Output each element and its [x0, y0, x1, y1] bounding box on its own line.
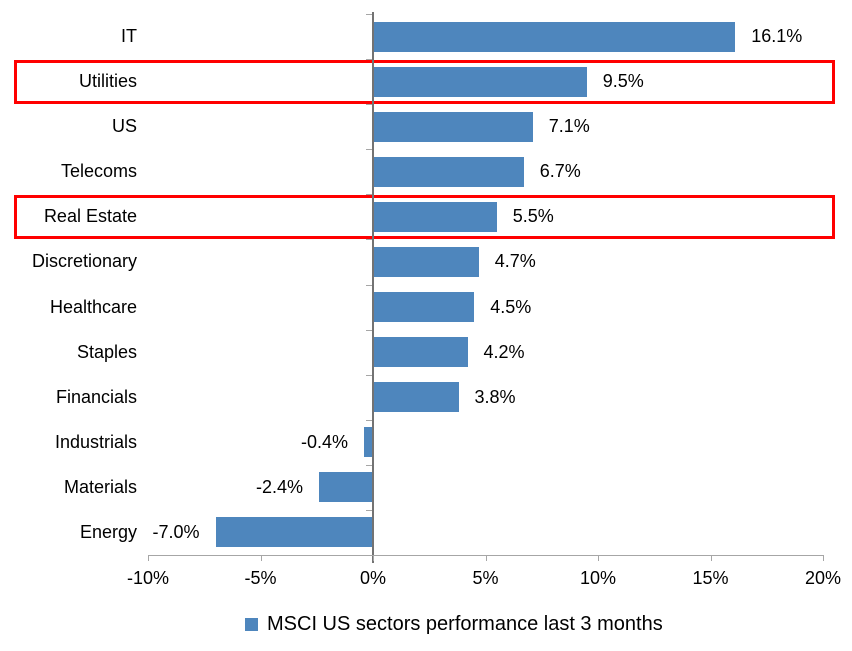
x-axis-tick	[373, 555, 374, 561]
x-tick-label: 0%	[359, 568, 387, 588]
category-tick	[366, 510, 373, 511]
x-axis-tick	[598, 555, 599, 561]
value-label: 5.5%	[512, 206, 554, 227]
x-tick-label: 20%	[804, 568, 842, 588]
category-tick	[366, 239, 373, 240]
legend-swatch-icon	[245, 617, 258, 631]
category-label: IT	[121, 26, 137, 46]
category-tick	[366, 420, 373, 421]
category-tick	[366, 330, 373, 331]
category-label: Healthcare	[49, 296, 137, 317]
bar	[373, 246, 479, 277]
category-label: Utilities	[78, 71, 137, 92]
value-label: 16.1%	[751, 26, 803, 46]
highlight-box	[14, 195, 835, 240]
bar	[373, 201, 497, 232]
x-tick-label: 5%	[472, 568, 499, 588]
value-label: 4.2%	[483, 341, 525, 362]
x-tick-label: 10%	[579, 568, 617, 588]
bar	[373, 66, 587, 97]
legend-label: MSCI US sectors performance last 3 month…	[267, 612, 663, 635]
bar	[215, 517, 373, 548]
x-axis-tick	[823, 555, 824, 561]
category-label: Real Estate	[43, 206, 137, 227]
value-label: 4.5%	[490, 296, 532, 317]
bar	[373, 21, 736, 52]
category-tick	[366, 465, 373, 466]
x-tick-label: -10%	[126, 568, 170, 588]
value-label: 6.7%	[539, 161, 581, 182]
bar	[373, 337, 468, 368]
category-label: Industrials	[54, 431, 137, 452]
category-tick	[366, 149, 373, 150]
bar	[319, 472, 373, 503]
category-tick	[366, 14, 373, 15]
category-label: Materials	[63, 476, 137, 497]
category-tick	[366, 194, 373, 195]
category-tick	[366, 375, 373, 376]
value-label: -0.4%	[300, 431, 348, 452]
value-label: 7.1%	[548, 116, 590, 137]
category-label: Discretionary	[31, 251, 137, 272]
category-tick	[366, 104, 373, 105]
x-tick-label: 15%	[692, 568, 729, 588]
x-axis-tick	[260, 555, 262, 561]
value-label: -2.4%	[255, 476, 303, 497]
category-label: Telecoms	[60, 161, 137, 182]
value-label: 9.5%	[602, 71, 644, 92]
category-tick	[366, 285, 373, 286]
category-label: Staples	[76, 341, 137, 362]
highlight-box	[14, 60, 835, 105]
category-label: Energy	[79, 521, 137, 542]
bar	[373, 111, 533, 142]
category-label: US	[111, 116, 137, 137]
x-axis-tick	[710, 555, 712, 561]
legend: MSCI US sectors performance last 3 month…	[245, 608, 663, 640]
value-label: -7.0%	[152, 521, 200, 542]
x-axis-tick	[485, 555, 487, 561]
x-axis-tick	[148, 555, 149, 561]
bar	[373, 382, 459, 413]
category-label: Financials	[55, 386, 137, 407]
x-tick-label: -5%	[244, 568, 277, 588]
bar	[373, 292, 475, 323]
zero-line	[372, 12, 374, 563]
category-tick	[366, 59, 373, 60]
bar	[373, 156, 524, 187]
value-label: 3.8%	[474, 386, 516, 407]
value-label: 4.7%	[494, 251, 536, 272]
bar	[364, 427, 373, 458]
